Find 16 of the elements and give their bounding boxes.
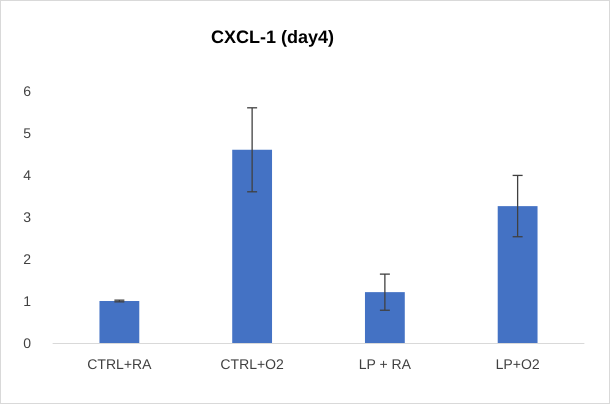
- y-tick-label: 2: [23, 251, 32, 267]
- bar: [498, 206, 538, 343]
- x-tick-label: LP+O2: [496, 356, 540, 372]
- x-tick-label: CTRL+O2: [220, 356, 284, 372]
- y-tick-label: 6: [23, 83, 32, 99]
- y-tick-label: 3: [23, 209, 32, 225]
- y-tick-label: 4: [23, 167, 32, 183]
- bar: [232, 150, 272, 343]
- chart-title: CXCL-1 (day4): [211, 27, 334, 47]
- bar: [99, 301, 140, 343]
- x-tick-label: CTRL+RA: [87, 356, 152, 372]
- bar: [364, 292, 405, 343]
- x-tick-label: LP + RA: [358, 356, 412, 372]
- y-tick-label: 0: [23, 335, 32, 351]
- y-tick-label: 5: [23, 125, 32, 141]
- y-tick-label: 1: [23, 293, 32, 309]
